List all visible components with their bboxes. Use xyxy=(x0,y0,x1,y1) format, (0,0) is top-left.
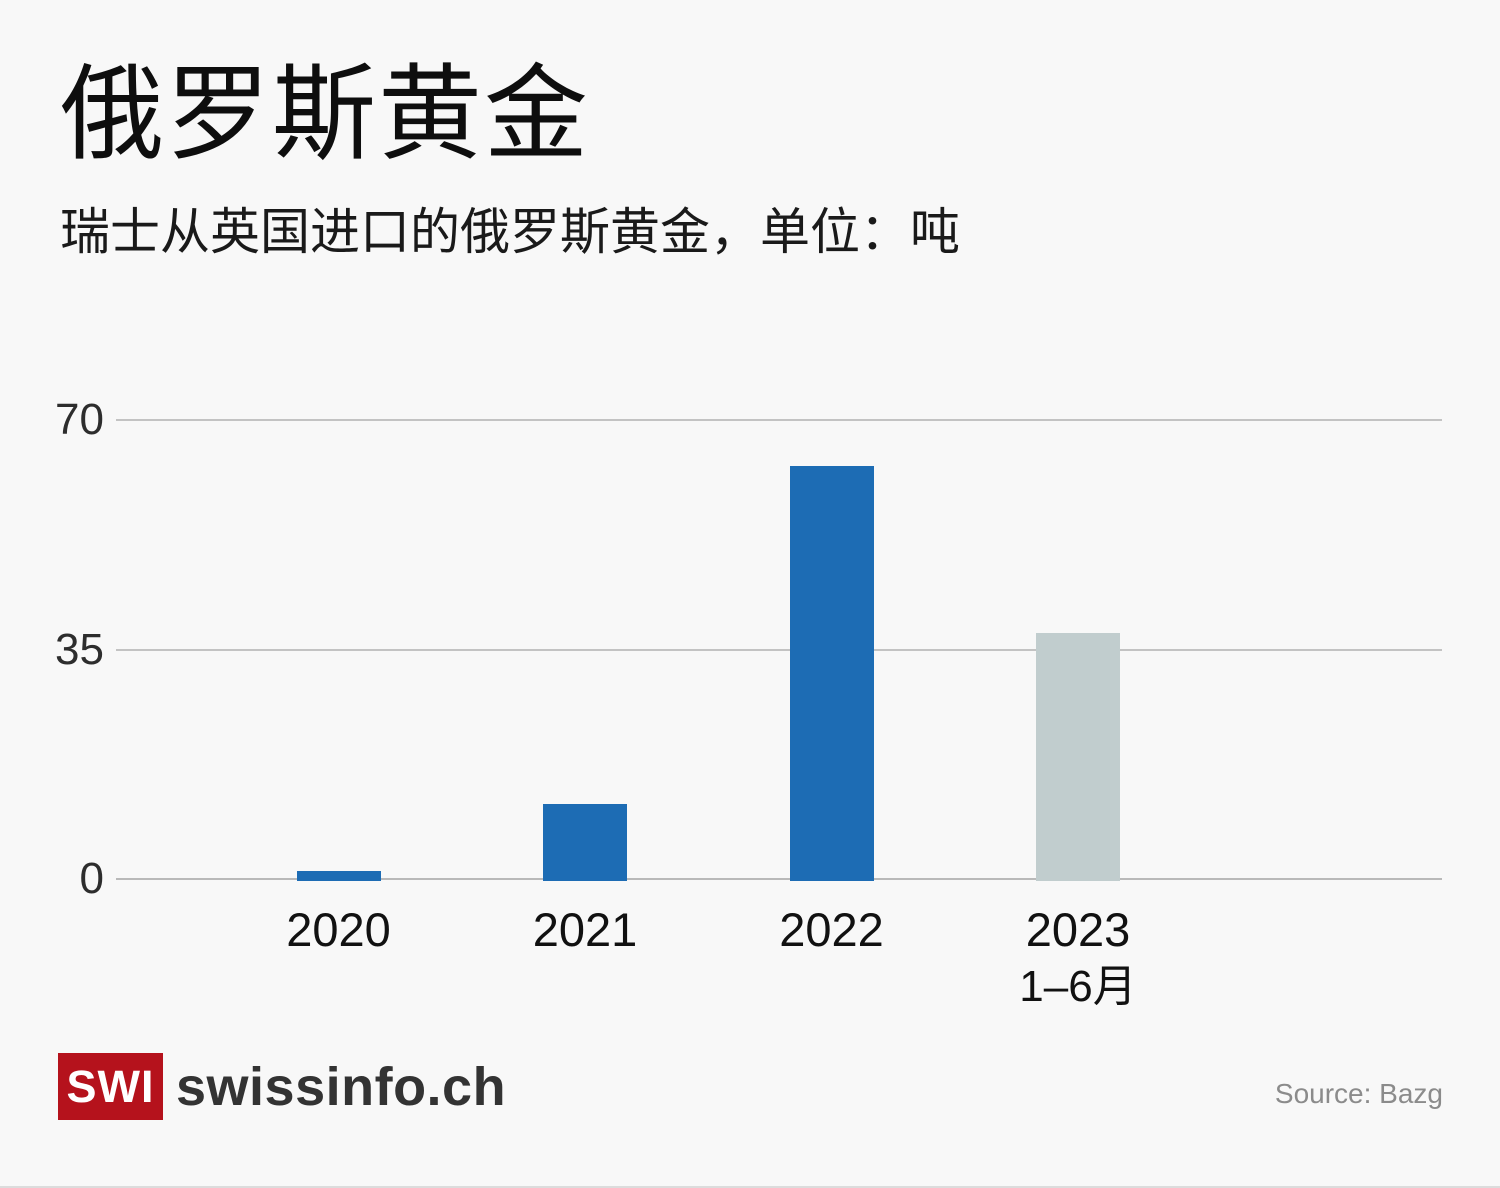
gridline-y-0 xyxy=(116,878,1442,880)
swissinfo-logo: SWI swissinfo.ch xyxy=(58,1053,506,1120)
x-axis-label-2021: 2021 xyxy=(532,903,638,956)
bar-2023 xyxy=(1036,633,1120,881)
gridline-y-35 xyxy=(116,648,1442,651)
y-axis-tick-label-35: 35 xyxy=(55,624,104,674)
y-axis-tick-label-0: 0 xyxy=(79,854,104,903)
x-axis-label-2022: 2022 xyxy=(779,903,884,956)
bar-2021 xyxy=(543,803,627,881)
gridline-y-70 xyxy=(116,419,1442,421)
bar-2020 xyxy=(296,871,381,881)
x-axis-sublabel-2023: 1–6月 xyxy=(1019,962,1137,1011)
swissinfo-wordmark: swissinfo.ch xyxy=(176,1056,507,1117)
x-axis-label-2020: 2020 xyxy=(286,903,391,956)
x-axis-label-2023: 2023 1–6月 xyxy=(928,906,1228,1009)
swi-logo-mark: SWI xyxy=(58,1053,163,1120)
chart-subtitle: 瑞士从英国进口的俄罗斯黄金，单位：吨 xyxy=(60,204,960,260)
source-attribution: Source: Bazg xyxy=(1274,1078,1443,1109)
chart-title: 俄罗斯黄金 xyxy=(60,57,591,173)
bar-2022 xyxy=(789,465,874,881)
y-axis-tick-label-70: 70 xyxy=(55,395,104,444)
